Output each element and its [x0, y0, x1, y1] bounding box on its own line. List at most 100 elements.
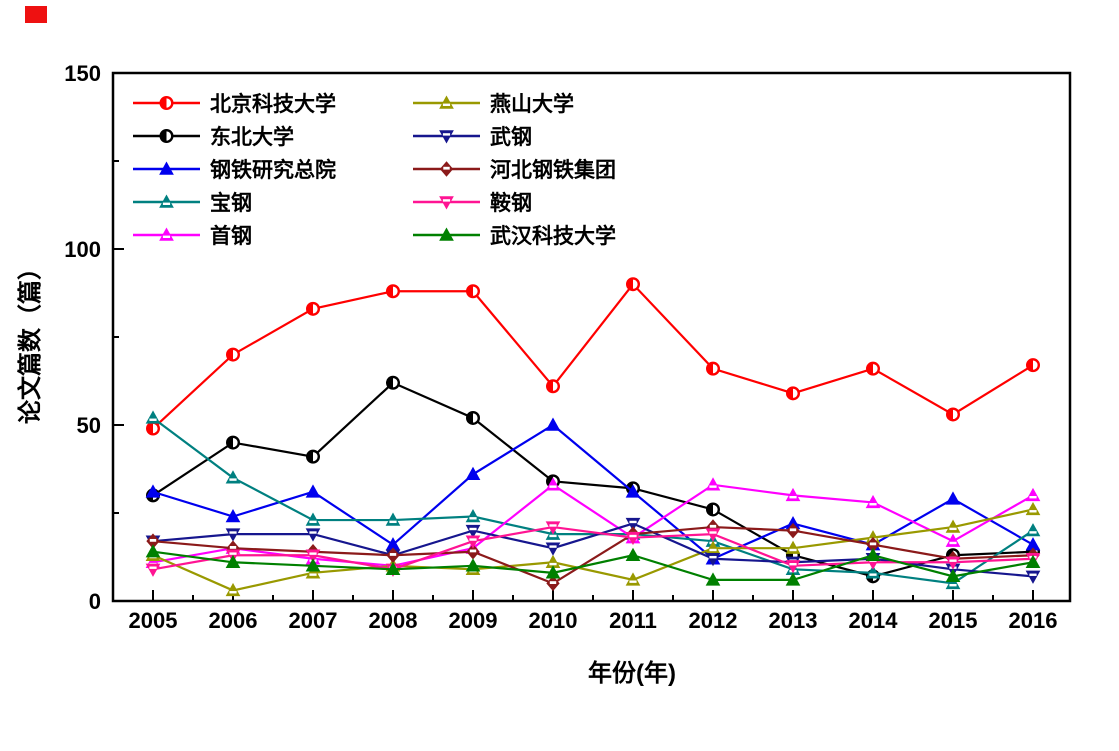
data-marker: [309, 520, 317, 524]
data-marker: [229, 552, 237, 555]
x-tick-label: 2006: [209, 608, 258, 633]
data-marker: [465, 466, 481, 480]
data-marker: [469, 517, 477, 520]
data-marker: [229, 546, 237, 549]
data-marker: [439, 227, 454, 241]
legend-item: 武汉科技大学: [413, 224, 616, 248]
data-marker: [1029, 531, 1037, 534]
data-marker: [549, 545, 557, 548]
data-marker: [787, 387, 793, 400]
data-marker: [789, 563, 797, 566]
data-marker: [1025, 487, 1041, 502]
x-tick-label: 2015: [929, 608, 978, 633]
data-marker: [145, 410, 161, 424]
series-line: [152, 525, 1034, 571]
data-marker: [545, 542, 561, 556]
data-marker: [949, 584, 957, 587]
data-marker: [705, 477, 721, 491]
data-marker: [549, 485, 557, 488]
series-line: [152, 483, 1034, 567]
data-marker: [549, 524, 557, 527]
data-marker: [227, 436, 233, 449]
x-tick-label: 2007: [289, 608, 338, 633]
data-marker: [709, 555, 717, 559]
legend-item: 河北钢铁集团: [413, 158, 616, 182]
data-marker: [469, 549, 477, 553]
data-marker: [145, 563, 161, 577]
legend-label: 北京科技大学: [210, 92, 336, 116]
data-marker: [949, 527, 957, 531]
data-marker: [149, 566, 157, 569]
data-marker: [549, 562, 557, 566]
data-marker: [789, 548, 797, 552]
data-marker: [709, 524, 717, 528]
data-marker: [1025, 523, 1041, 537]
plot-area: 0 50 100 150 2005 2006 2007 2008 2009 2010 2011 201…: [64, 61, 1072, 633]
x-tick-label: 2013: [769, 608, 818, 633]
data-marker: [225, 554, 241, 568]
data-marker: [227, 348, 233, 361]
data-marker: [949, 541, 957, 545]
data-marker: [947, 408, 953, 421]
legend-item: 武钢: [413, 125, 532, 149]
y-tick-label: 50: [77, 413, 101, 438]
data-marker: [387, 285, 393, 298]
series-9: [145, 544, 1041, 586]
data-marker: [547, 380, 553, 393]
legend-label: 钢铁研究总院: [210, 158, 336, 182]
x-tick-label: 2016: [1009, 608, 1058, 633]
data-marker: [160, 97, 167, 109]
y-tick-label: 0: [89, 589, 101, 614]
legend-item: 燕山大学: [413, 92, 574, 116]
legend-item: 东北大学: [133, 125, 294, 149]
data-marker: [305, 484, 321, 498]
series-line: [152, 423, 1034, 561]
data-marker: [149, 418, 157, 421]
data-marker: [869, 503, 877, 506]
data-marker: [469, 538, 477, 541]
data-marker: [467, 412, 473, 424]
data-marker: [389, 553, 397, 556]
data-marker: [442, 103, 451, 106]
y-tick-label: 100: [64, 237, 101, 262]
x-tick-label: 2005: [129, 608, 178, 633]
data-marker: [629, 534, 637, 538]
red-corner-mark: [25, 6, 47, 23]
legend-item: 宝钢: [133, 191, 252, 215]
data-marker: [709, 548, 717, 552]
series-line: [152, 282, 1034, 430]
legend-label: 东北大学: [210, 125, 294, 149]
data-marker: [1029, 573, 1037, 576]
legend-item: 钢铁研究总院: [133, 158, 336, 182]
legend-label: 河北钢铁集团: [490, 158, 616, 182]
data-marker: [869, 542, 877, 546]
data-marker: [949, 559, 957, 562]
data-marker: [709, 531, 717, 534]
data-marker: [442, 199, 451, 202]
data-marker: [707, 362, 713, 375]
data-marker: [545, 565, 561, 579]
data-marker: [162, 202, 171, 205]
data-marker: [309, 552, 317, 555]
data-marker: [785, 572, 801, 586]
data-marker: [469, 527, 477, 531]
data-marker: [627, 278, 633, 290]
data-marker: [625, 484, 641, 498]
legend-item: 北京科技大学: [133, 92, 336, 116]
data-marker: [629, 520, 637, 524]
legend-item: 鞍钢: [413, 191, 532, 215]
data-marker: [442, 133, 451, 136]
data-marker: [229, 478, 237, 481]
data-marker: [309, 531, 317, 534]
data-marker: [549, 581, 557, 584]
legend-label: 武汉科技大学: [490, 224, 616, 248]
data-marker: [145, 544, 161, 558]
x-axis-title: 年份(年): [588, 659, 676, 687]
data-marker: [307, 450, 313, 463]
data-marker: [229, 591, 237, 594]
data-marker: [709, 485, 717, 488]
x-tick-label: 2011: [609, 608, 657, 633]
series-2: [145, 417, 1041, 565]
